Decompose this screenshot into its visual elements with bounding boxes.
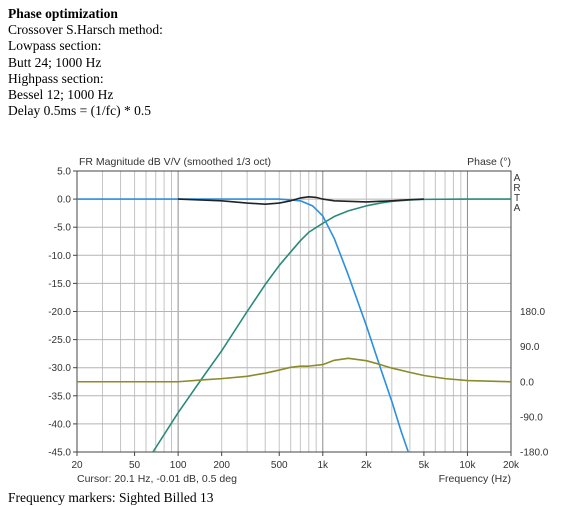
y2-tick-label: 90.0 bbox=[520, 342, 540, 353]
right-axis-title: Phase (°) bbox=[467, 156, 511, 168]
x-tick-label: 100 bbox=[170, 460, 187, 471]
brand-letter: A bbox=[514, 203, 521, 214]
y-tick-label: -20.0 bbox=[48, 307, 71, 318]
x-tick-label: 200 bbox=[213, 460, 230, 471]
y-tick-label: -10.0 bbox=[48, 251, 71, 262]
y2-tick-label: 0.0 bbox=[520, 377, 534, 388]
y-tick-label: -25.0 bbox=[48, 335, 71, 346]
cut-off-footer-text: Frequency markers: Sighted Billed 13 bbox=[8, 490, 214, 505]
notes-line: Lowpass section: bbox=[8, 38, 102, 54]
y2-tick-label: -180.0 bbox=[520, 448, 549, 459]
notes-line: Delay 0.5ms = (1/fc) * 0.5 bbox=[8, 103, 151, 119]
y-tick-label: 5.0 bbox=[57, 167, 71, 178]
y2-tick-label: -90.0 bbox=[520, 412, 543, 423]
notes-line: Butt 24; 1000 Hz bbox=[8, 54, 102, 70]
x-tick-label: 1k bbox=[318, 460, 330, 471]
series-line-2 bbox=[178, 196, 424, 205]
x-tick-label: 2k bbox=[361, 460, 373, 471]
x-tick-label: 50 bbox=[129, 460, 141, 471]
notes-title: Phase optimization bbox=[8, 6, 118, 21]
notes-line: Crossover S.Harsch method: bbox=[8, 22, 163, 38]
series-line-1 bbox=[77, 198, 410, 453]
y-tick-label: -35.0 bbox=[48, 391, 71, 402]
x-axis-label: Frequency (Hz) bbox=[439, 473, 511, 485]
brand-letter: T bbox=[514, 193, 520, 204]
brand-letter: A bbox=[514, 173, 521, 184]
y-tick-label: -45.0 bbox=[48, 448, 71, 459]
chart-title: FR Magnitude dB V/V (smoothed 1/3 oct) bbox=[79, 156, 271, 168]
series-line-3 bbox=[77, 357, 511, 383]
x-tick-label: 10k bbox=[459, 460, 476, 471]
y2-tick-label: 180.0 bbox=[520, 307, 545, 318]
cursor-readout: Cursor: 20.1 Hz, -0.01 dB, 0.5 deg bbox=[77, 473, 237, 485]
x-tick-label: 20k bbox=[503, 460, 520, 471]
x-tick-label: 500 bbox=[271, 460, 288, 471]
brand-letter: R bbox=[513, 183, 520, 194]
y-tick-label: -15.0 bbox=[48, 279, 71, 290]
y-tick-label: -30.0 bbox=[48, 363, 71, 374]
y-tick-label: -5.0 bbox=[54, 223, 72, 234]
y-tick-label: 0.0 bbox=[57, 195, 71, 206]
y-tick-label: -40.0 bbox=[48, 419, 71, 430]
x-tick-label: 5k bbox=[419, 460, 431, 471]
x-tick-label: 20 bbox=[71, 460, 83, 471]
notes-line: Bessel 12; 1000 Hz bbox=[8, 87, 114, 103]
description-notes: Phase optimization Crossover S.Harsch me… bbox=[8, 6, 163, 119]
notes-line: Highpass section: bbox=[8, 70, 104, 86]
